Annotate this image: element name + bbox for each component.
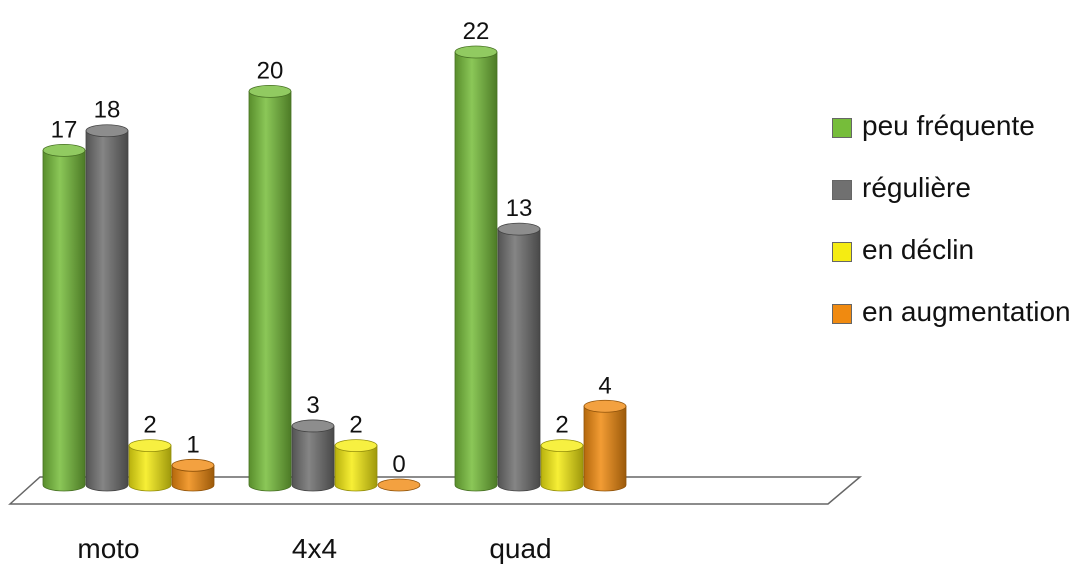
bar-moto-0 <box>42 144 86 492</box>
bar-4x4-2 <box>334 439 378 492</box>
bar-4x4-0 <box>248 84 292 492</box>
value-label-quad-0: 22 <box>463 18 490 45</box>
bar-moto-3 <box>171 458 215 492</box>
bars-group <box>42 45 627 492</box>
value-label-4x4-3: 0 <box>392 451 405 478</box>
legend-swatch-0 <box>832 118 852 138</box>
legend-swatch-3 <box>832 304 852 324</box>
legend-label-0: peu fréquente <box>862 110 1035 141</box>
value-label-moto-0: 17 <box>51 116 78 143</box>
value-label-moto-3: 1 <box>186 431 199 458</box>
value-label-4x4-2: 2 <box>349 412 362 439</box>
value-label-4x4-1: 3 <box>306 392 319 419</box>
legend-label-2: en déclin <box>862 234 975 265</box>
legend-item-3: en augmentation <box>832 296 1087 328</box>
bar-quad-0 <box>454 45 498 492</box>
bar-4x4-3 <box>377 478 421 492</box>
chart-floor <box>8 476 863 505</box>
value-label-quad-1: 13 <box>506 195 533 222</box>
value-label-4x4-0: 20 <box>257 57 284 84</box>
category-labels-group: moto 4x4 quad <box>77 533 551 564</box>
legend-label-1: régulière <box>862 172 971 203</box>
category-label-2: quad <box>489 533 551 564</box>
bar-4x4-1 <box>291 419 335 492</box>
category-label-1: 4x4 <box>292 533 337 564</box>
value-label-moto-1: 18 <box>94 97 121 124</box>
value-label-moto-2: 2 <box>143 412 156 439</box>
legend-item-1: régulière <box>832 172 1087 204</box>
value-label-quad-3: 4 <box>598 372 611 399</box>
bar-moto-2 <box>128 439 172 492</box>
category-label-0: moto <box>77 533 139 564</box>
legend: peu fréquente régulière en déclin en augmen… <box>832 110 1087 358</box>
legend-swatch-2 <box>832 242 852 262</box>
bar-moto-1 <box>85 124 129 492</box>
legend-item-2: en déclin <box>832 234 1087 266</box>
legend-swatch-1 <box>832 180 852 200</box>
legend-item-0: peu fréquente <box>832 110 1087 142</box>
legend-label-3: en augmentation <box>862 296 1071 327</box>
bar-quad-1 <box>497 222 541 492</box>
bar-quad-3 <box>583 399 627 492</box>
value-label-quad-2: 2 <box>555 412 568 439</box>
bar-quad-2 <box>540 439 584 492</box>
